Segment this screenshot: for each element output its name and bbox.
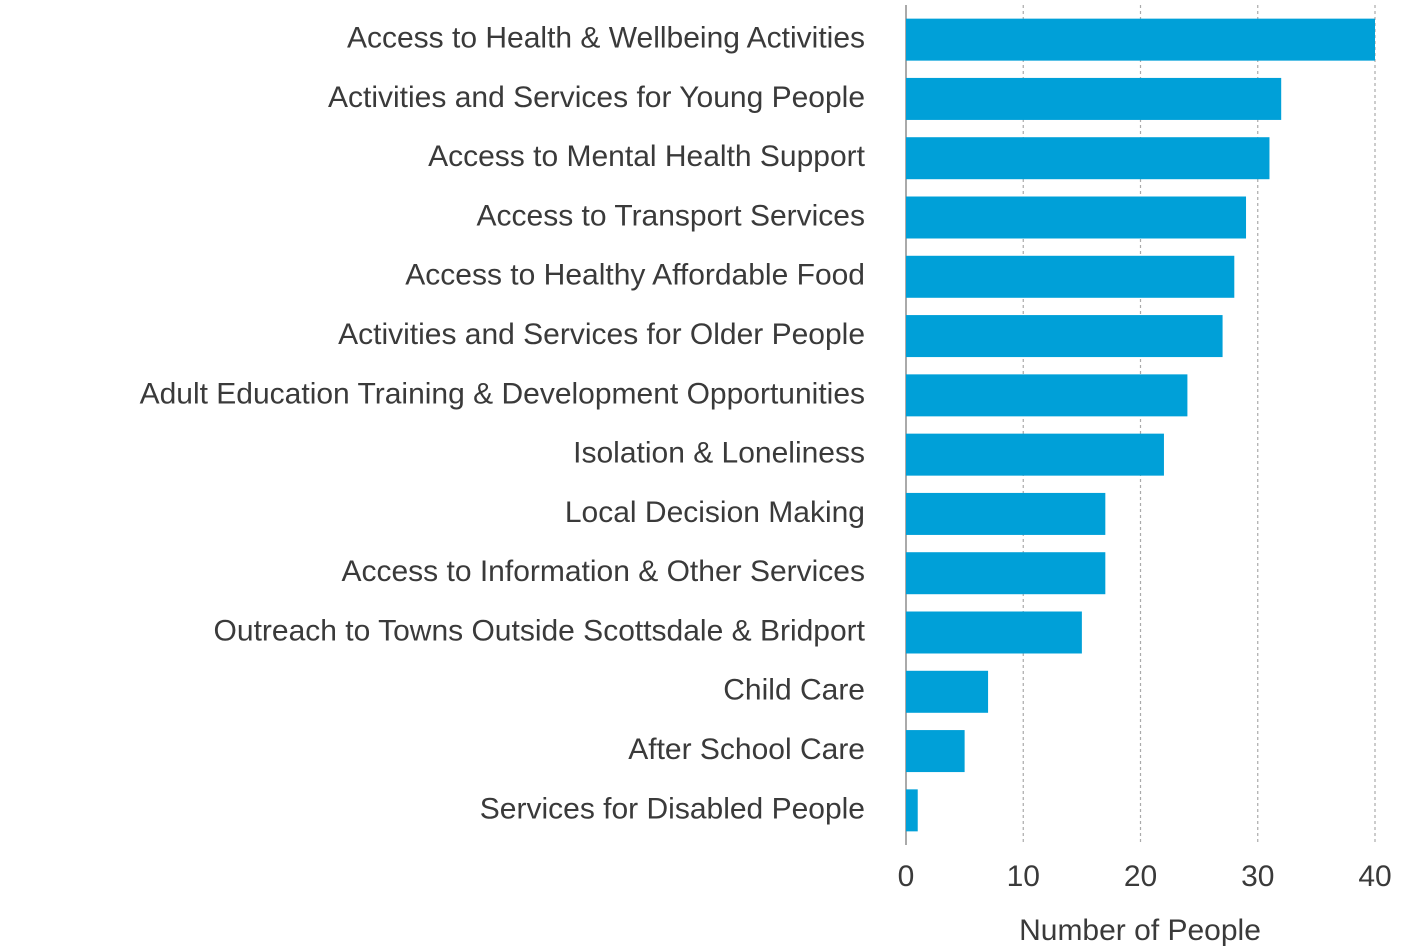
bar — [906, 77, 1282, 120]
x-tick-label: 0 — [898, 860, 915, 893]
x-tick-label: 10 — [1007, 860, 1040, 893]
bar — [906, 670, 989, 713]
x-tick-label: 40 — [1358, 860, 1391, 893]
y-tick-label: Outreach to Towns Outside Scottsdale & B… — [214, 614, 866, 647]
y-tick-label: Adult Education Training & Development O… — [140, 377, 865, 410]
x-axis-label: Number of People — [1019, 914, 1261, 947]
bar — [906, 611, 1082, 654]
y-tick-label: Activities and Services for Older People — [338, 318, 865, 351]
x-tick-label: 30 — [1241, 860, 1274, 893]
bar — [906, 137, 1270, 180]
bar — [906, 552, 1106, 595]
y-tick-label: Access to Health & Wellbeing Activities — [347, 22, 865, 55]
y-tick-label: Isolation & Loneliness — [573, 437, 865, 470]
bar — [906, 492, 1106, 535]
y-tick-label: Local Decision Making — [565, 496, 865, 529]
bar — [906, 730, 965, 773]
y-tick-label: After School Care — [628, 733, 865, 766]
bar — [906, 196, 1247, 239]
bar — [906, 789, 918, 832]
y-tick-label: Activities and Services for Young People — [328, 81, 865, 114]
bar — [906, 433, 1164, 476]
y-tick-label: Access to Mental Health Support — [428, 140, 866, 173]
bar — [906, 315, 1223, 358]
y-tick-label: Access to Transport Services — [477, 199, 865, 232]
bar — [906, 18, 1375, 61]
y-tick-label: Child Care — [723, 674, 865, 707]
x-tick-label: 20 — [1124, 860, 1157, 893]
y-tick-label: Access to Healthy Affordable Food — [405, 259, 865, 292]
bar — [906, 374, 1188, 417]
y-tick-label: Services for Disabled People — [480, 792, 865, 825]
y-tick-label: Access to Information & Other Services — [341, 555, 865, 588]
bar — [906, 255, 1235, 298]
